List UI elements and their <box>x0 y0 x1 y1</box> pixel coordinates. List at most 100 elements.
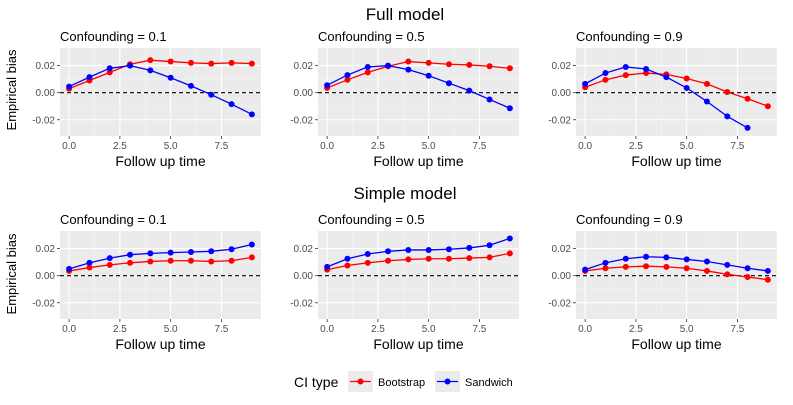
panel-simple-3-y-tick-label: 0.02 <box>552 244 572 255</box>
panel-simple-2-bootstrap-point-9 <box>506 250 513 257</box>
panel-full-2-bootstrap-point-6 <box>445 61 452 68</box>
panel-full-1-sandwich-point-7 <box>208 91 215 98</box>
panel-simple-1-sandwich-point-5 <box>167 249 174 256</box>
panel-full-2-bootstrap-point-7 <box>466 61 473 68</box>
panel-simple-3-sandwich-point-2 <box>622 255 629 262</box>
panel-simple-1-plot-background <box>60 231 261 319</box>
panel-simple-3-series-line-bootstrap <box>585 265 768 281</box>
panel-full-3: Confounding = 0.9 -0.02 0.00 0.02 0.0 2.5 5.0 7… <box>548 29 777 169</box>
panel-full-3-sandwich-point-5 <box>683 84 690 91</box>
panel-full-1-bootstrap-point-9 <box>248 60 255 67</box>
panel-full-1-bootstrap-point-8 <box>228 59 235 66</box>
panel-full-2-bootstrap-point-1 <box>344 76 351 83</box>
y-axis-title-full-model: Empirical bias <box>4 49 19 130</box>
panel-simple-2-bootstrap-point-5 <box>425 255 432 262</box>
panel-full-2-sandwich-point-2 <box>364 63 371 70</box>
panel-simple-3-bootstrap-point-4 <box>663 263 670 270</box>
panel-full-2-sandwich-point-5 <box>425 72 432 79</box>
panel-simple-2-bootstrap-point-4 <box>405 256 412 263</box>
panel-simple-3-series-line-sandwich <box>584 256 768 272</box>
panel-simple-3-bootstrap-point-9 <box>764 276 771 283</box>
panel-simple-1-bootstrap-point-5 <box>167 257 174 264</box>
panel-full-2-bootstrap-point-2 <box>364 69 371 76</box>
panel-full-3-sandwich-point-8 <box>744 124 751 131</box>
panel-full-2-x-tick-label: 5.0 <box>422 141 436 152</box>
legend-label-sandwich: Sandwich <box>465 377 513 389</box>
panels-layer: Confounding = 0.1 -0.02 0.00 0.02 0.0 2.5 5.0 7… <box>32 29 777 352</box>
panel-full-1-sandwich-point-0 <box>66 83 73 90</box>
panel-simple-2-x-tick-label: 5.0 <box>422 324 436 335</box>
panel-simple-2-sandwich-point-6 <box>445 246 452 253</box>
panel-simple-3-bootstrap-point-2 <box>622 263 629 270</box>
panel-simple-3: Confounding = 0.9 -0.02 0.00 0.02 0.0 2.5 5.0 7… <box>548 212 777 352</box>
panel-simple-1-x-tick-label: 7.5 <box>214 324 228 335</box>
panel-simple-3-bootstrap-point-3 <box>643 263 650 270</box>
panel-full-3-bootstrap-point-7 <box>724 89 731 95</box>
panel-simple-3-x-axis-title: Follow up time <box>631 336 721 352</box>
legend-label-bootstrap: Bootstrap <box>378 377 425 389</box>
panel-full-3-y-tick-label: 0.02 <box>552 61 572 72</box>
panel-full-3-bootstrap-point-8 <box>744 95 751 102</box>
panel-simple-1-bootstrap-point-4 <box>147 258 154 265</box>
panel-simple-3-bootstrap-point-8 <box>744 274 751 281</box>
panel-simple-1-bootstrap-point-7 <box>208 258 215 265</box>
panel-full-3-bootstrap-point-6 <box>703 80 710 87</box>
panel-full-2-y-tick-label: -0.02 <box>290 115 313 126</box>
panel-full-1-x-tick-label: 5.0 <box>164 141 178 152</box>
panel-full-2-x-axis-title: Follow up time <box>373 153 463 169</box>
panel-full-1-sandwich-point-4 <box>147 67 154 74</box>
panel-simple-3-x-tick-label: 5.0 <box>680 324 694 335</box>
panel-simple-1-sandwich-point-7 <box>208 248 215 255</box>
panel-full-1-sandwich-point-5 <box>167 74 174 81</box>
panel-full-3-x-tick-label: 7.5 <box>730 141 744 152</box>
panel-full-1-sandwich-point-1 <box>86 74 93 81</box>
panel-full-3-y-tick-label: -0.02 <box>548 115 571 126</box>
panel-simple-2-sandwich-point-1 <box>344 255 351 262</box>
panel-full-3-y-tick-label: 0.00 <box>552 88 572 99</box>
panel-simple-2-y-tick-label: 0.02 <box>294 244 314 255</box>
panel-simple-3-x-tick-label: 0.0 <box>578 324 592 335</box>
panel-full-3-x-axis-title: Follow up time <box>631 153 721 169</box>
panel-full-1-sandwich-point-3 <box>127 62 134 69</box>
panel-simple-3-sandwich-point-7 <box>724 261 731 268</box>
panel-full-1-sandwich-point-2 <box>106 65 113 72</box>
panel-simple-1-y-tick-label: -0.02 <box>32 298 55 309</box>
panel-full-3-sandwich-point-0 <box>582 80 589 87</box>
panel-full-3-bootstrap-point-1 <box>602 76 609 83</box>
panel-full-2-series-line-bootstrap <box>326 60 510 89</box>
panel-simple-3-bootstrap-point-1 <box>602 265 609 272</box>
panel-full-3-sandwich-point-7 <box>724 113 731 120</box>
panel-full-2-sandwich-point-4 <box>405 66 412 73</box>
panel-full-2-plot-background <box>318 48 519 136</box>
panel-simple-2-series-line-bootstrap <box>327 252 510 271</box>
panel-full-3-bootstrap-point-5 <box>683 75 690 82</box>
panel-simple-1-x-tick-label: 5.0 <box>164 324 178 335</box>
panel-full-1: Confounding = 0.1 -0.02 0.00 0.02 0.0 2.5 5.0 7… <box>32 29 261 169</box>
panel-simple-2-sandwich-point-9 <box>506 235 513 242</box>
panel-simple-1-sandwich-point-6 <box>187 248 194 255</box>
panel-full-1-bootstrap-point-6 <box>187 59 194 66</box>
panel-full-1-x-tick-label: 0.0 <box>62 141 76 152</box>
panel-simple-2-bootstrap-point-6 <box>445 255 452 262</box>
panel-simple-3-x-tick-label: 2.5 <box>629 324 643 335</box>
panel-full-2-series-line-sandwich <box>326 64 511 109</box>
panel-simple-2-bootstrap-point-7 <box>466 255 473 262</box>
panel-simple-3-sandwich-point-0 <box>582 266 589 273</box>
panel-simple-1-sandwich-point-3 <box>127 251 134 258</box>
panel-simple-3-x-tick-label: 7.5 <box>730 324 744 335</box>
panel-full-2-y-tick-label: 0.00 <box>294 88 314 99</box>
legend-item-bootstrap: Bootstrap <box>348 371 425 392</box>
panel-simple-1-series-line-sandwich <box>68 243 253 270</box>
panel-full-1-bootstrap-point-5 <box>167 58 174 65</box>
panel-simple-3-bootstrap-point-5 <box>683 265 690 272</box>
panel-simple-2-series-line-sandwich <box>326 237 511 268</box>
panel-full-3-sandwich-point-4 <box>663 74 670 81</box>
panel-full-2-y-tick-label: 0.02 <box>294 61 314 72</box>
panel-simple-1-y-tick-label: 0.00 <box>36 271 56 282</box>
panel-simple-3-sandwich-point-5 <box>683 256 690 263</box>
panel-full-3-series-line-bootstrap <box>584 72 769 107</box>
panel-simple-2-bootstrap-point-8 <box>486 254 493 261</box>
panel-simple-1-sandwich-point-8 <box>228 246 235 253</box>
